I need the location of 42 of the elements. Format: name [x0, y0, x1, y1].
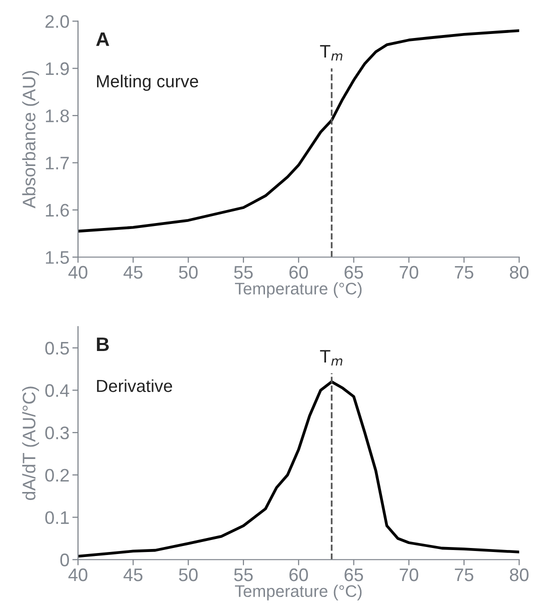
x-tick-label: 70	[400, 568, 418, 582]
x-tick-label: 65	[344, 568, 364, 582]
y-tick-label: 0.5	[45, 342, 69, 355]
x-tick-label: 40	[68, 568, 88, 582]
x-tick-label: 65	[344, 266, 364, 279]
line-series	[78, 380, 520, 558]
annotation: Derivative	[97, 379, 172, 392]
x-tick-label: 80	[510, 568, 529, 582]
x-tick-label: 55	[234, 568, 253, 582]
x-tick-label: 60	[289, 568, 308, 582]
x-tick-label: 70	[400, 266, 418, 279]
x-tick-label: 50	[178, 266, 198, 279]
x-tick-label: 45	[124, 266, 142, 279]
y-tick-label: 1.8	[46, 109, 69, 122]
y-tick-label: 1.9	[46, 62, 69, 76]
y-tick-label: 1.7	[46, 156, 69, 170]
y-tick-label: 0.3	[45, 426, 69, 440]
y-tick-label: 0.2	[45, 468, 69, 482]
y-axis-title: Absorbance (AU)	[22, 71, 40, 208]
line-series	[78, 29, 520, 233]
annotation: Melting curve	[97, 74, 198, 91]
y-tick-label: 1.6	[46, 204, 69, 217]
x-axis-title: Temperature (°C)	[234, 282, 362, 298]
x-tick-label: 80	[510, 266, 529, 279]
ref-line-label: T$_{m}$	[320, 45, 342, 60]
x-tick-label: 50	[178, 568, 198, 582]
x-tick-label: 45	[124, 568, 142, 582]
ref-line-label: T$_{m}$	[320, 350, 342, 366]
y-tick-label: 0	[60, 554, 69, 566]
y-tick-label: 2.0	[45, 15, 69, 28]
y-tick-label: 1.5	[46, 251, 69, 264]
x-tick-label: 55	[234, 266, 253, 279]
chart-title: A	[96, 32, 110, 46]
chart-title: B	[96, 338, 109, 351]
x-tick-label: 75	[454, 568, 474, 582]
y-axis-title: dA/dT (AU/°C)	[22, 386, 40, 500]
y-tick-label: 0.1	[45, 511, 69, 524]
x-tick-label: 40	[68, 266, 88, 279]
y-tick-label: 0.4	[45, 384, 70, 397]
x-axis-title: Temperature (°C)	[234, 584, 362, 600]
x-tick-label: 75	[454, 266, 474, 279]
x-tick-label: 60	[289, 266, 308, 279]
